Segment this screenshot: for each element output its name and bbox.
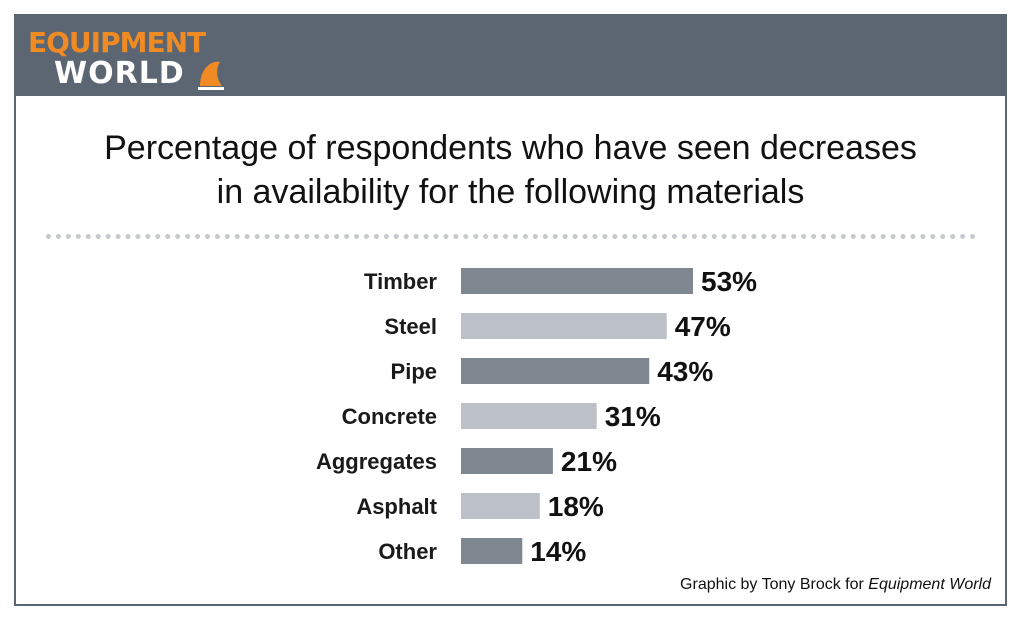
- category-label: Steel: [384, 314, 437, 339]
- equipment-world-logo: EQUIPMENT WORLD: [28, 26, 238, 91]
- chart-title-line-1: Percentage of respondents who have seen …: [104, 129, 917, 167]
- value-label: 53%: [701, 266, 757, 297]
- value-label: 47%: [675, 311, 731, 342]
- bar: [461, 313, 667, 339]
- bar: [461, 358, 650, 384]
- category-label: Timber: [364, 269, 437, 294]
- bar: [461, 268, 693, 294]
- bar: [461, 403, 597, 429]
- bar: [461, 448, 553, 474]
- credit-publication: Equipment World: [868, 576, 991, 593]
- graphic-credit: Graphic by Tony Brock for Equipment Worl…: [680, 576, 991, 594]
- value-label: 31%: [605, 401, 661, 432]
- chart-title-line-2: in availability for the following materi…: [216, 173, 805, 211]
- value-label: 14%: [530, 536, 586, 567]
- category-label: Asphalt: [356, 494, 437, 519]
- dotted-divider: [46, 234, 976, 239]
- bar-chart: Timber 53% Steel 47% Pipe 43% Concrete 31% Aggre…: [316, 266, 757, 567]
- category-label: Concrete: [342, 404, 437, 429]
- infographic-frame: EQUIPMENT WORLD Percentage of respondent…: [14, 14, 1007, 606]
- credit-prefix: Graphic by Tony Brock for: [680, 576, 869, 593]
- header-bar: EQUIPMENT WORLD: [16, 16, 1005, 96]
- bar: [461, 538, 523, 564]
- category-label: Aggregates: [316, 449, 437, 474]
- category-label: Other: [378, 539, 437, 564]
- logo-line-equipment: EQUIPMENT: [28, 26, 206, 59]
- category-label: Pipe: [391, 359, 437, 384]
- value-label: 43%: [657, 356, 713, 387]
- value-label: 21%: [561, 446, 617, 477]
- hard-hat-icon: [198, 61, 224, 90]
- chart-title: Percentage of respondents who have seen …: [16, 126, 1005, 214]
- bar: [461, 493, 540, 519]
- logo-line-world: WORLD: [54, 56, 185, 91]
- value-label: 18%: [548, 491, 604, 522]
